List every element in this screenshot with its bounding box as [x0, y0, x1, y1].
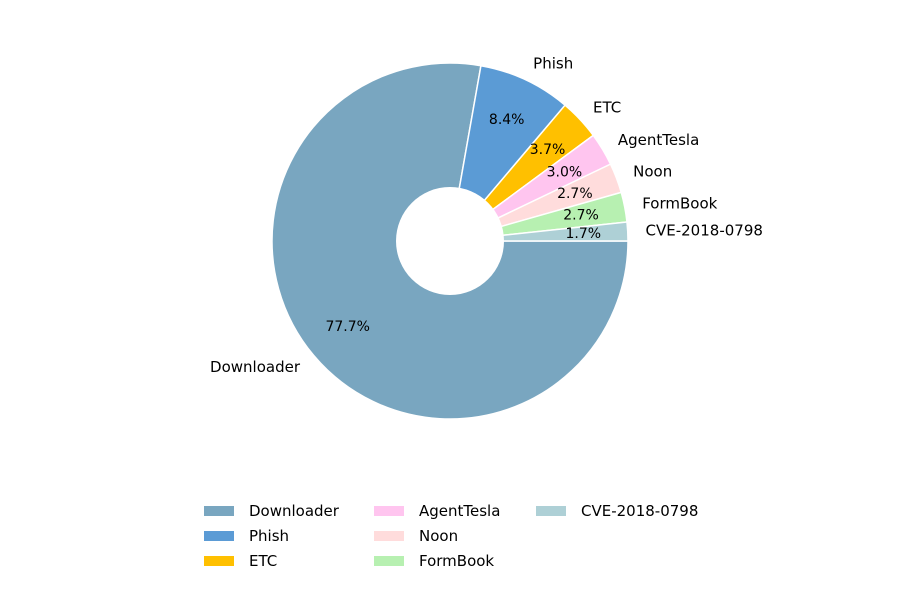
- legend-swatch-agenttesla: [374, 506, 404, 516]
- legend: Downloader Phish ETC AgentTesla Noon FormBook…: [204, 502, 698, 570]
- slice-label-formbook: FormBook: [642, 195, 717, 213]
- legend-label-noon: Noon: [419, 527, 458, 545]
- pie-slice-downloader: [271, 62, 629, 420]
- legend-label-formbook: FormBook: [419, 552, 494, 570]
- slice-label-noon: Noon: [633, 163, 672, 181]
- legend-label-cve-2018-0798: CVE-2018-0798: [581, 502, 698, 520]
- slice-label-etc: ETC: [593, 98, 621, 116]
- slice-label-phish: Phish: [533, 55, 573, 73]
- legend-item-etc: ETC: [204, 552, 277, 570]
- legend-item-formbook: FormBook: [374, 552, 494, 570]
- pct-label-formbook: 2.7%: [563, 208, 599, 224]
- legend-swatch-phish: [204, 531, 234, 541]
- legend-label-agenttesla: AgentTesla: [419, 502, 500, 520]
- legend-item-cve-2018-0798: CVE-2018-0798: [536, 502, 698, 520]
- labels-layer: 77.7% Downloader 8.4% Phish 3.7% ETC 3.0% Agent…: [210, 55, 763, 376]
- legend-label-phish: Phish: [249, 527, 289, 545]
- legend-swatch-etc: [204, 556, 234, 566]
- slice-label-cve-2018-0798: CVE-2018-0798: [646, 222, 763, 240]
- pct-label-noon: 2.7%: [557, 186, 593, 202]
- pct-label-phish: 8.4%: [489, 112, 525, 128]
- pct-label-agenttesla: 3.0%: [547, 164, 583, 180]
- legend-item-noon: Noon: [374, 527, 458, 545]
- legend-item-downloader: Downloader: [204, 502, 340, 520]
- legend-label-downloader: Downloader: [249, 502, 340, 520]
- donut-hole: [396, 187, 504, 295]
- legend-swatch-downloader: [204, 506, 234, 516]
- legend-label-etc: ETC: [249, 552, 277, 570]
- pct-label-etc: 3.7%: [530, 142, 566, 158]
- legend-item-agenttesla: AgentTesla: [374, 502, 500, 520]
- slice-label-agenttesla: AgentTesla: [618, 131, 699, 149]
- legend-swatch-cve-2018-0798: [536, 506, 566, 516]
- slice-label-downloader: Downloader: [210, 358, 301, 376]
- legend-swatch-noon: [374, 531, 404, 541]
- donut-hole-layer: [396, 187, 504, 295]
- legend-item-phish: Phish: [204, 527, 289, 545]
- legend-swatch-formbook: [374, 556, 404, 566]
- pct-label-cve-2018-0798: 1.7%: [566, 226, 602, 242]
- pct-label-downloader: 77.7%: [325, 319, 369, 335]
